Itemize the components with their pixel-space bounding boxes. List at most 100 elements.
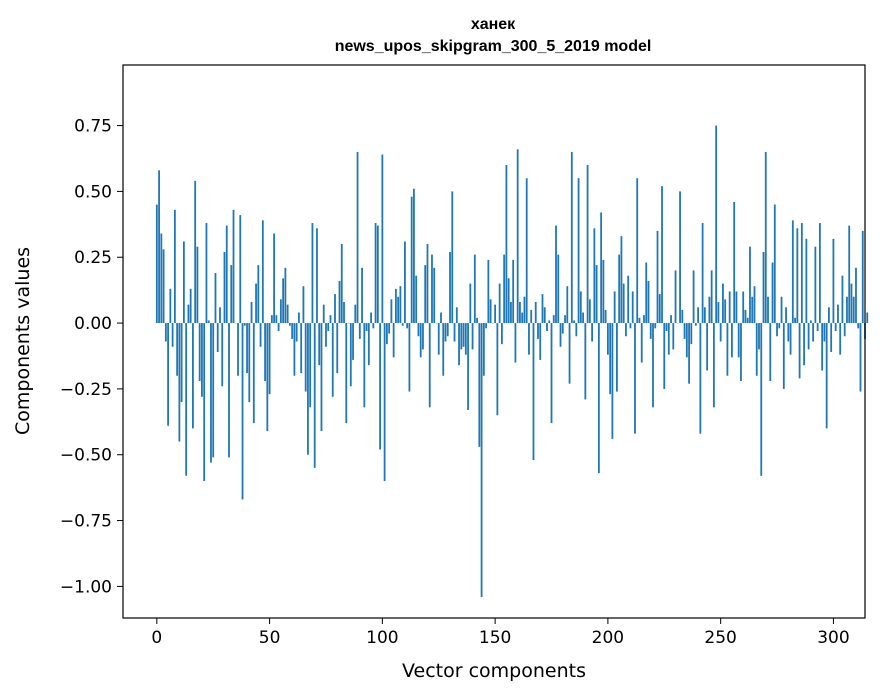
bar [717, 302, 720, 324]
x-tick-label: 300 [817, 628, 849, 648]
bar [171, 323, 174, 347]
bar [228, 323, 230, 458]
bar [469, 283, 472, 324]
bar [719, 323, 722, 342]
bar [532, 323, 535, 460]
bar [771, 262, 774, 324]
bar [683, 323, 686, 339]
bar [593, 228, 596, 324]
bar [685, 323, 688, 358]
bar [406, 323, 409, 329]
bar [539, 323, 542, 360]
bar [192, 323, 194, 429]
bar [690, 323, 693, 345]
bar [437, 323, 440, 355]
bar [182, 241, 185, 324]
bar [857, 323, 860, 329]
bar [248, 323, 251, 403]
bar [288, 323, 291, 326]
bar [399, 286, 402, 324]
bar [823, 323, 826, 342]
bar [597, 323, 600, 474]
bar [507, 278, 510, 324]
bar [537, 323, 539, 339]
bar [219, 307, 221, 324]
bar [737, 323, 740, 358]
bar [241, 323, 244, 500]
bar [773, 204, 776, 324]
y-tick-label: −0.25 [60, 380, 112, 400]
bar [733, 201, 736, 324]
bar [442, 323, 445, 376]
bar [216, 323, 219, 353]
bar [525, 178, 528, 324]
bar [388, 323, 391, 334]
bar [361, 267, 363, 324]
bar [557, 254, 560, 324]
bar [275, 315, 278, 324]
bar [751, 296, 754, 324]
bar [841, 275, 844, 324]
plot-frame [122, 64, 866, 619]
y-tick-label: 0.50 [74, 182, 112, 202]
bar [629, 323, 632, 329]
bar [374, 223, 377, 324]
bar [740, 323, 742, 381]
y-tick-label: −0.50 [60, 446, 112, 466]
x-axis-ticks: 0 50 100 150 200 250 300 [151, 618, 850, 648]
bar [618, 254, 621, 324]
x-tick-label: 50 [259, 628, 281, 648]
bar [555, 225, 557, 324]
bar [812, 323, 815, 342]
bar [478, 323, 481, 447]
bar [451, 191, 454, 324]
bar [712, 323, 715, 408]
bar [679, 191, 681, 324]
bar [548, 320, 551, 324]
bar [408, 323, 411, 392]
bar [394, 288, 397, 324]
bar [207, 320, 210, 324]
bar [286, 304, 289, 324]
bar [185, 323, 188, 476]
bar [613, 291, 616, 324]
bar [519, 302, 521, 324]
y-axis-label: Components values [12, 247, 34, 435]
bar [372, 323, 375, 329]
bar [584, 323, 587, 400]
bar [523, 296, 526, 324]
bar [485, 323, 487, 329]
bar [473, 254, 476, 324]
bar [692, 270, 695, 324]
bar [758, 323, 760, 350]
bar [415, 275, 418, 324]
bar [309, 323, 312, 408]
bar [505, 165, 508, 324]
bar [645, 262, 648, 324]
bar [169, 288, 172, 324]
bar [237, 323, 239, 376]
bar [155, 204, 158, 324]
bar [381, 154, 384, 324]
bar [487, 259, 490, 324]
bar [422, 323, 424, 350]
bar [568, 323, 571, 384]
bar [791, 220, 794, 324]
chart-subtitle: news_upos_skipgram_300_5_2019 model [335, 38, 652, 55]
bar [834, 323, 837, 331]
bar [516, 149, 519, 324]
bar [316, 228, 318, 324]
bar [331, 323, 334, 397]
bar [550, 323, 553, 424]
bar [385, 323, 388, 345]
bar [848, 225, 851, 324]
y-tick-label: 0.25 [74, 248, 112, 268]
bar [798, 323, 801, 379]
bar [846, 296, 848, 324]
bar [800, 223, 803, 324]
bar [313, 323, 316, 468]
bar [839, 323, 842, 355]
bar [582, 312, 584, 324]
bar [850, 283, 853, 324]
bar [489, 299, 492, 324]
